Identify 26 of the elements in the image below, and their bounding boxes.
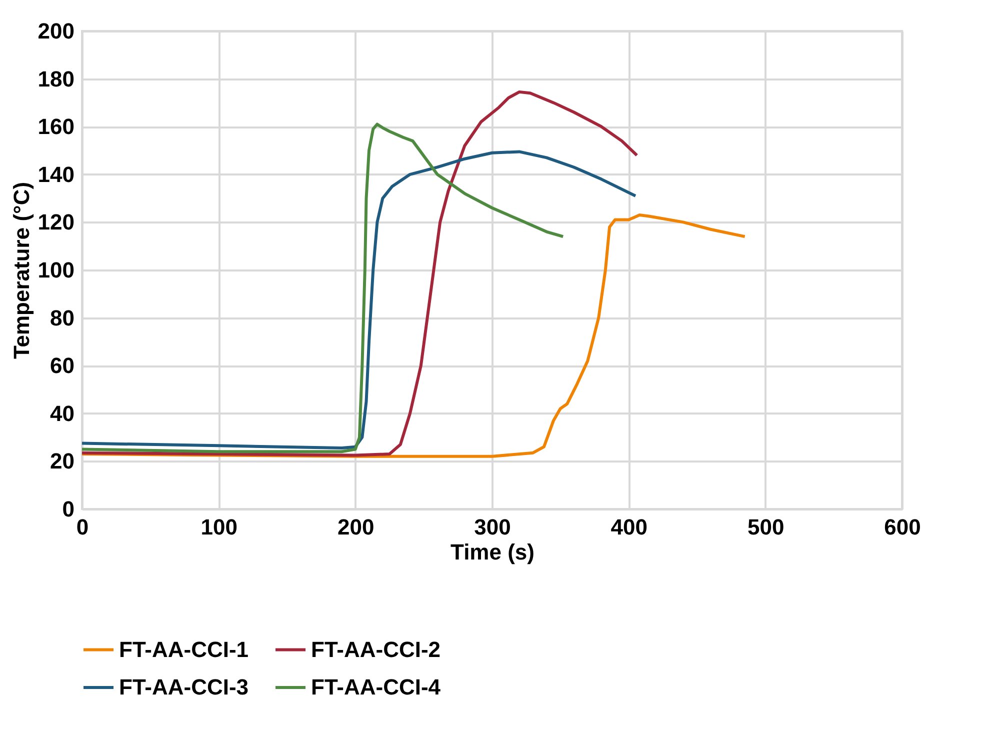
y-tick-label: 180 bbox=[38, 66, 74, 92]
x-tick-label: 300 bbox=[474, 514, 511, 540]
line-series bbox=[80, 122, 565, 454]
line-series bbox=[80, 90, 638, 457]
y-tick-label: 60 bbox=[50, 353, 74, 378]
y-tick-label: 140 bbox=[38, 162, 74, 187]
y-tick-label: 20 bbox=[50, 448, 74, 474]
y-tick-label: 200 bbox=[38, 18, 74, 44]
x-tick-label: 500 bbox=[747, 514, 784, 540]
y-tick-label: 160 bbox=[38, 114, 74, 140]
y-tick-label: 0 bbox=[62, 496, 74, 522]
y-tick-label: 40 bbox=[50, 400, 74, 426]
legend-label: FT-AA-CCI-1 bbox=[119, 636, 249, 662]
x-tick-label: 100 bbox=[200, 514, 238, 540]
y-axis-title: Temperature (°C) bbox=[8, 182, 34, 360]
x-tick-label: 600 bbox=[884, 514, 921, 540]
x-tick-label: 200 bbox=[337, 514, 374, 540]
line-series bbox=[80, 150, 637, 450]
y-tick-label: 80 bbox=[50, 305, 74, 330]
x-axis-title: Time (s) bbox=[450, 540, 534, 564]
legend-label: FT-AA-CCI-3 bbox=[119, 674, 249, 700]
legend-label: FT-AA-CCI-4 bbox=[311, 674, 442, 700]
legend-label: FT-AA-CCI-2 bbox=[311, 636, 441, 662]
y-tick-label: 100 bbox=[38, 258, 74, 282]
y-tick-label: 120 bbox=[38, 210, 74, 235]
x-tick-label: 400 bbox=[610, 514, 648, 540]
